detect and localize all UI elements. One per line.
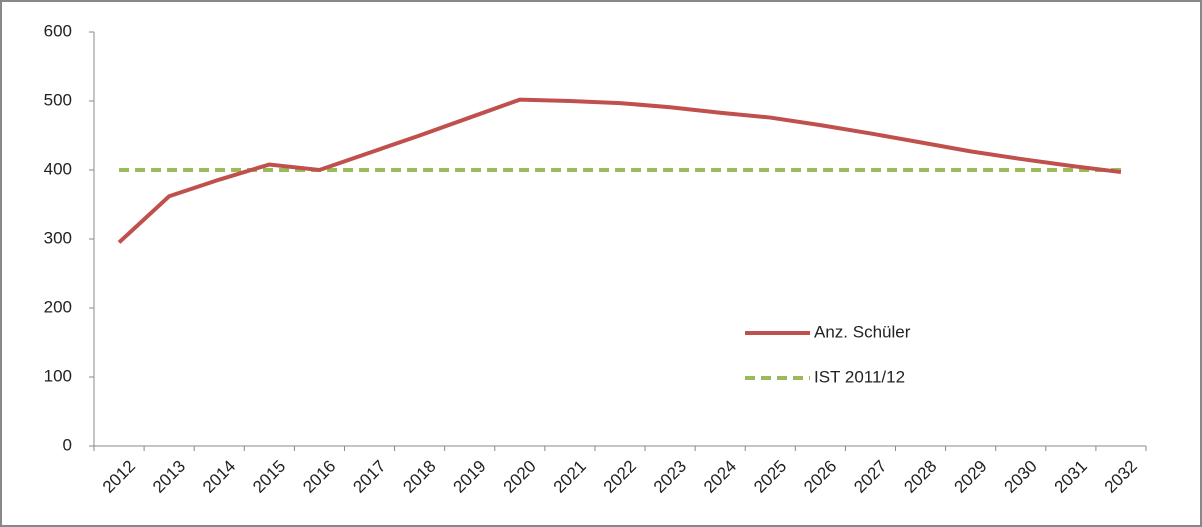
y-tick-label: 400 (44, 159, 72, 178)
y-tick-label: 100 (44, 366, 72, 385)
y-tick-label: 0 (63, 435, 72, 454)
y-tick-label: 600 (44, 21, 72, 40)
data-line (117, 97, 1122, 244)
legend-label: IST 2011/12 (814, 367, 905, 386)
y-tick-label: 200 (44, 297, 72, 316)
legend-label: Anz. Schüler (814, 322, 911, 341)
y-tick-label: 300 (44, 228, 72, 247)
y-tick-label: 500 (44, 90, 72, 109)
